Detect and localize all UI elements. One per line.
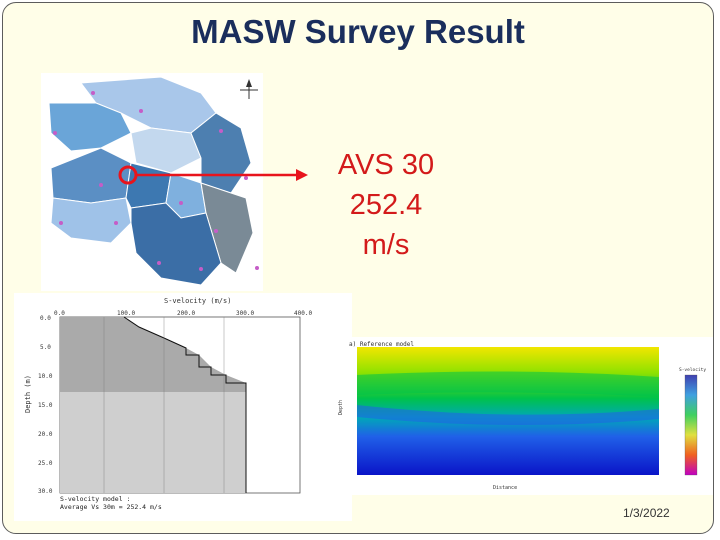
profile-xtick: 0.0 bbox=[54, 310, 65, 317]
profile-ytick: 5.0 bbox=[40, 344, 51, 351]
location-arrow bbox=[118, 165, 308, 185]
section-xlabel: Distance bbox=[493, 485, 517, 491]
survey-location-marker bbox=[118, 165, 138, 185]
profile-ytick: 20.0 bbox=[38, 431, 53, 438]
profile-ytick: 0.0 bbox=[40, 315, 51, 322]
profile-ytick: 25.0 bbox=[38, 460, 53, 467]
avs-result: AVS 30 252.4 m/s bbox=[321, 145, 451, 265]
profile-title: S-velocity (m/s) bbox=[164, 297, 231, 305]
profile-xtick: 300.0 bbox=[236, 310, 254, 317]
legend-title: S-velocity bbox=[679, 367, 706, 373]
section-title: a) Reference model bbox=[349, 341, 414, 348]
velocity-section-plot: a) Reference model Distance Depth S-velo… bbox=[333, 337, 713, 495]
velocity-profile-plot: S-velocity (m/s) 0.0 100.0 200.0 300.0 4… bbox=[14, 293, 352, 521]
slide: MASW Survey Result bbox=[2, 2, 714, 534]
avs-label: AVS 30 bbox=[337, 149, 435, 181]
avs-unit: m/s bbox=[362, 229, 410, 261]
profile-xtick: 400.0 bbox=[294, 310, 312, 317]
profile-ylabel: Depth (m) bbox=[24, 375, 32, 413]
profile-ytick: 15.0 bbox=[38, 402, 53, 409]
profile-xtick: 100.0 bbox=[117, 310, 135, 317]
district-map bbox=[41, 73, 263, 291]
section-ylabel: Depth bbox=[338, 400, 344, 415]
north-arrow-icon bbox=[240, 79, 258, 99]
profile-xtick: 200.0 bbox=[177, 310, 195, 317]
profile-ytick: 10.0 bbox=[38, 373, 53, 380]
profile-ytick: 30.0 bbox=[38, 488, 53, 495]
profile-footer: S-velocity model : bbox=[60, 495, 130, 503]
avs-value: 252.4 bbox=[349, 189, 423, 221]
profile-average: Average Vs 30m = 252.4 m/s bbox=[60, 503, 162, 511]
slide-date: 1/3/2022 bbox=[623, 506, 670, 520]
slide-title: MASW Survey Result bbox=[191, 13, 525, 50]
